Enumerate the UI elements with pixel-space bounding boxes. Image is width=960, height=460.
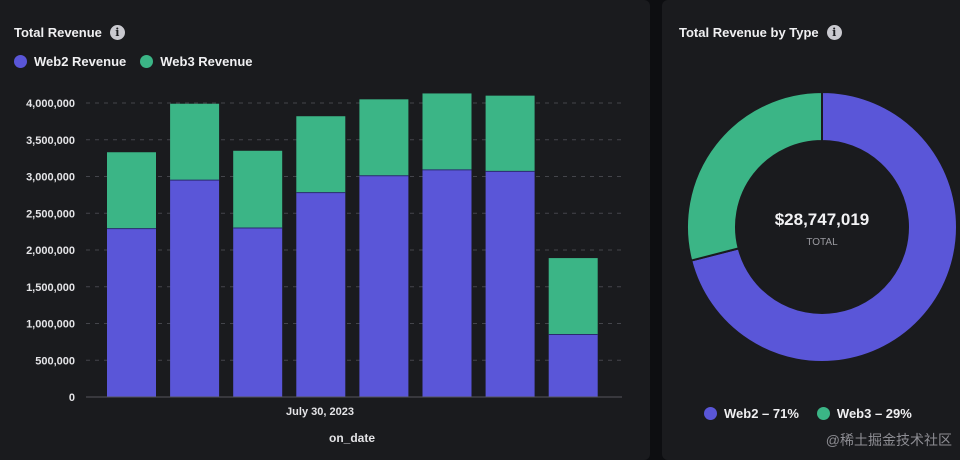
total-revenue-panel: Total Revenue i Web2 Revenue Web3 Revenu…: [0, 0, 650, 460]
watermark: @稀土掘金技术社区: [825, 432, 952, 448]
y-tick-label: 1,000,000: [26, 319, 75, 331]
y-tick-label: 1,500,000: [26, 282, 75, 294]
legend-dot-web3: [140, 55, 154, 68]
donut-legend-item-web3[interactable]: Web3 – 29%: [816, 406, 912, 421]
bar-web3-revenue-1[interactable]: [107, 152, 156, 229]
donut-total-value: $28,747,019: [775, 210, 870, 229]
donut-legend-item-web2[interactable]: Web2 – 71%: [704, 406, 799, 421]
bar-web3-revenue-8[interactable]: [548, 258, 598, 335]
y-tick-label: 3,500,000: [26, 135, 75, 147]
x-tick-label: July 30, 2023: [286, 406, 354, 418]
total-revenue-title-text: Total Revenue: [14, 25, 102, 40]
stacked-bar-chart: 0 500,000 1,000,000 1,500,000 2,000,000 2,500…: [26, 93, 622, 445]
legend-dot-web2: [14, 55, 27, 68]
revenue-by-type-panel: Total Revenue by Type i $28,747,019 TOTA…: [662, 0, 960, 460]
donut-slice-web3[interactable]: [686, 90, 823, 262]
y-tick-label: 500,000: [35, 355, 75, 367]
bar-web3-revenue-6[interactable]: [422, 93, 472, 170]
donut-legend-dot-web3: [816, 407, 830, 420]
legend-label-web2: Web2 Revenue: [34, 54, 127, 69]
bar-web3-revenue-2[interactable]: [170, 103, 220, 181]
bar-web2-revenue-7[interactable]: [485, 171, 535, 397]
donut-chart: $28,747,019 TOTAL: [686, 90, 958, 363]
bar-web2-revenue-2[interactable]: [170, 180, 220, 397]
x-axis-label: on_date: [329, 431, 375, 445]
bar-web3-revenue-5[interactable]: [359, 99, 409, 176]
revenue-by-type-title-text: Total Revenue by Type: [679, 25, 819, 40]
info-icon[interactable]: i: [109, 25, 125, 40]
bar-web2-revenue-6[interactable]: [422, 169, 472, 397]
bar-web3-revenue-4[interactable]: [296, 116, 346, 193]
donut-legend-label-web2: Web2 – 71%: [724, 406, 799, 421]
y-tick-label: 0: [69, 392, 75, 404]
bar-chart-legend: Web2 Revenue Web3 Revenue: [14, 54, 253, 69]
bar-web2-revenue-3[interactable]: [233, 227, 283, 397]
bar-web2-revenue-1[interactable]: [107, 228, 156, 397]
revenue-by-type-title: Total Revenue by Type i: [679, 25, 842, 40]
y-tick-label: 4,000,000: [26, 98, 75, 110]
total-revenue-title: Total Revenue i: [14, 25, 125, 40]
bar-web2-revenue-5[interactable]: [359, 175, 409, 397]
bar-web2-revenue-4[interactable]: [296, 192, 346, 397]
info-icon[interactable]: i: [826, 25, 842, 40]
y-tick-label: 2,000,000: [26, 245, 75, 257]
bar-web2-revenue-8[interactable]: [548, 334, 598, 397]
legend-item-web3[interactable]: Web3 Revenue: [140, 54, 253, 69]
bar-web3-revenue-3[interactable]: [233, 150, 283, 228]
legend-item-web2[interactable]: Web2 Revenue: [14, 54, 126, 69]
donut-legend: Web2 – 71% Web3 – 29%: [704, 406, 912, 421]
y-tick-label: 3,000,000: [26, 172, 75, 184]
bar-web3-revenue-7[interactable]: [485, 95, 535, 172]
donut-legend-dot-web2: [704, 407, 717, 420]
donut-total-label: TOTAL: [806, 237, 838, 248]
donut-legend-label-web3: Web3 – 29%: [836, 406, 912, 421]
y-tick-label: 2,500,000: [26, 208, 75, 220]
donut-slice-web2[interactable]: [690, 90, 958, 363]
legend-label-web3: Web3 Revenue: [160, 54, 253, 69]
